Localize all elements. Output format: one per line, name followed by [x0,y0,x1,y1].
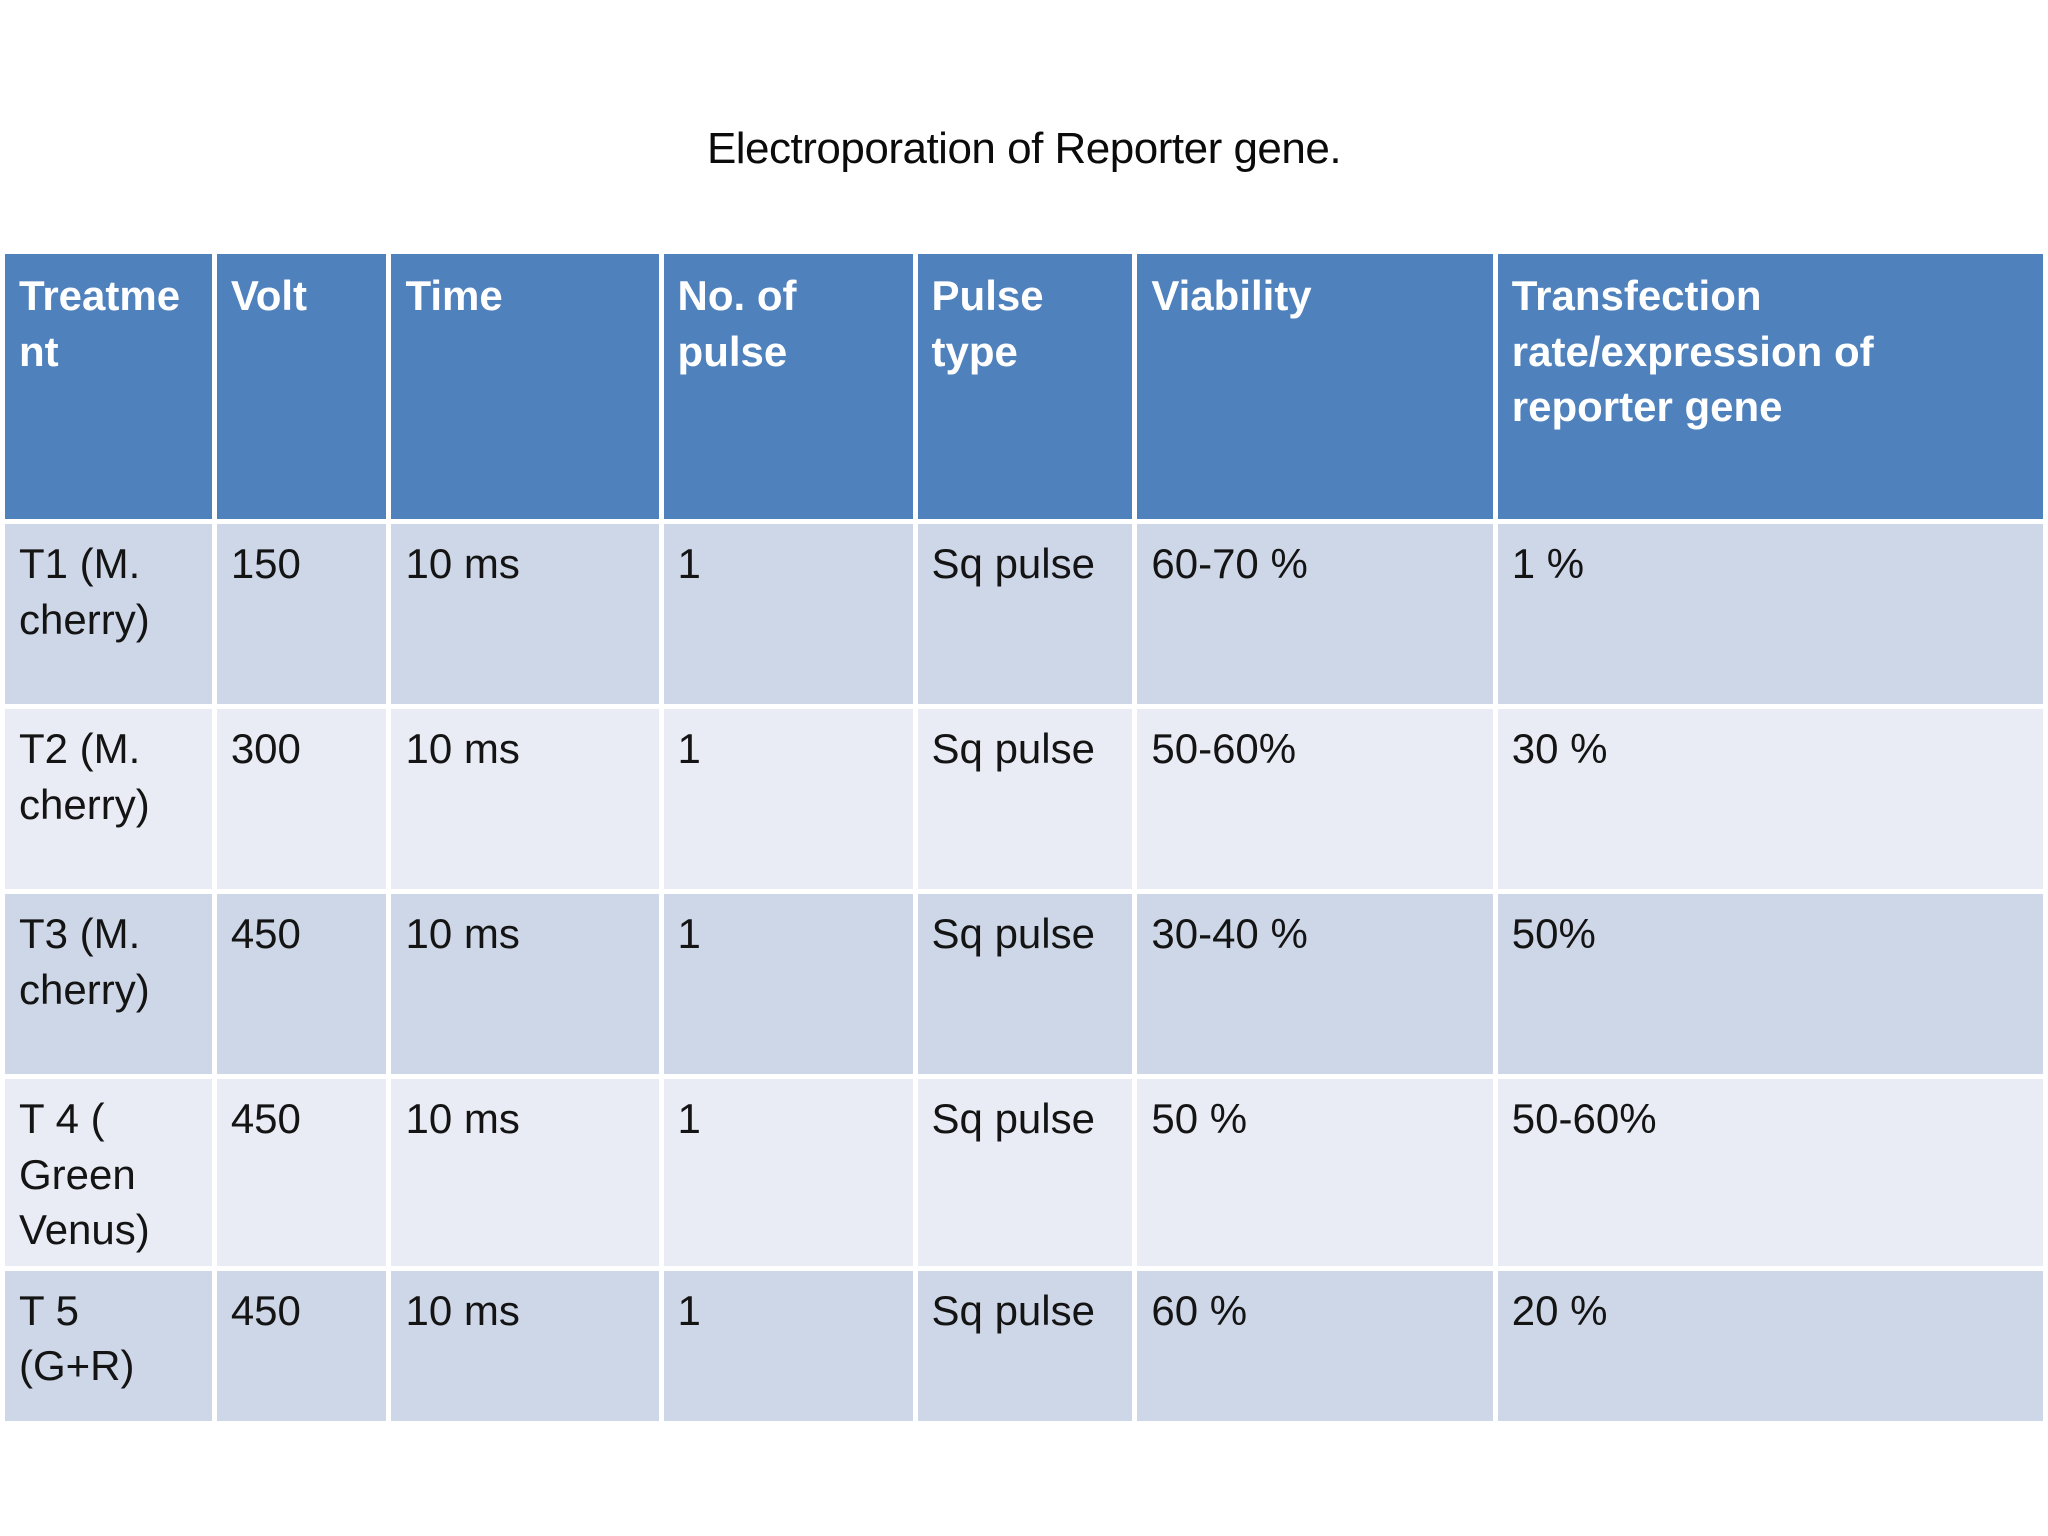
cell-transfection: 50% [1497,894,2043,1075]
cell-treatment: T1 (M. cherry) [5,524,212,705]
cell-time: 10 ms [391,1079,659,1266]
header-cell-pulse-type: Pulse type [917,254,1133,520]
slide-title: Electroporation of Reporter gene. [706,124,1342,173]
header-cell-no-of-pulse: No. of pulse [663,254,913,520]
electroporation-table: Treatment Volt Time No. of pulse Pulse t… [0,249,2048,1425]
cell-transfection: 30 % [1497,709,2043,890]
cell-viability: 60 % [1137,1270,1493,1421]
table-row: T3 (M. cherry) 450 10 ms 1 Sq pulse 30-4… [5,894,2043,1075]
cell-volt: 300 [216,709,387,890]
cell-pulse-type: Sq pulse [917,894,1133,1075]
cell-pulse-type: Sq pulse [917,1270,1133,1421]
cell-transfection: 50-60% [1497,1079,2043,1266]
cell-time: 10 ms [391,1270,659,1421]
table-row: T2 (M. cherry) 300 10 ms 1 Sq pulse 50-6… [5,709,2043,890]
cell-pulse-type: Sq pulse [917,1079,1133,1266]
cell-no-of-pulse: 1 [663,524,913,705]
cell-volt: 450 [216,1079,387,1266]
table-row: T1 (M. cherry) 150 10 ms 1 Sq pulse 60-7… [5,524,2043,705]
header-cell-time: Time [391,254,659,520]
cell-treatment: T 5 (G+R) [5,1270,212,1421]
cell-pulse-type: Sq pulse [917,524,1133,705]
cell-transfection: 20 % [1497,1270,2043,1421]
table-row: T 5 (G+R) 450 10 ms 1 Sq pulse 60 % 20 % [5,1270,2043,1421]
header-cell-viability: Viability [1137,254,1493,520]
cell-no-of-pulse: 1 [663,709,913,890]
cell-viability: 60-70 % [1137,524,1493,705]
cell-treatment: T2 (M. cherry) [5,709,212,890]
table-header-row: Treatment Volt Time No. of pulse Pulse t… [5,254,2043,520]
cell-treatment: T 4 ( Green Venus) [5,1079,212,1266]
cell-viability: 30-40 % [1137,894,1493,1075]
header-cell-treatment: Treatment [5,254,212,520]
cell-no-of-pulse: 1 [663,894,913,1075]
cell-transfection: 1 % [1497,524,2043,705]
cell-viability: 50 % [1137,1079,1493,1266]
table-row: T 4 ( Green Venus) 450 10 ms 1 Sq pulse … [5,1079,2043,1266]
cell-volt: 450 [216,894,387,1075]
header-cell-transfection: Transfection rate/expression of reporter… [1497,254,2043,520]
cell-time: 10 ms [391,524,659,705]
cell-no-of-pulse: 1 [663,1079,913,1266]
cell-volt: 450 [216,1270,387,1421]
cell-viability: 50-60% [1137,709,1493,890]
cell-volt: 150 [216,524,387,705]
cell-time: 10 ms [391,709,659,890]
cell-treatment: T3 (M. cherry) [5,894,212,1075]
cell-no-of-pulse: 1 [663,1270,913,1421]
header-cell-volt: Volt [216,254,387,520]
cell-time: 10 ms [391,894,659,1075]
cell-pulse-type: Sq pulse [917,709,1133,890]
